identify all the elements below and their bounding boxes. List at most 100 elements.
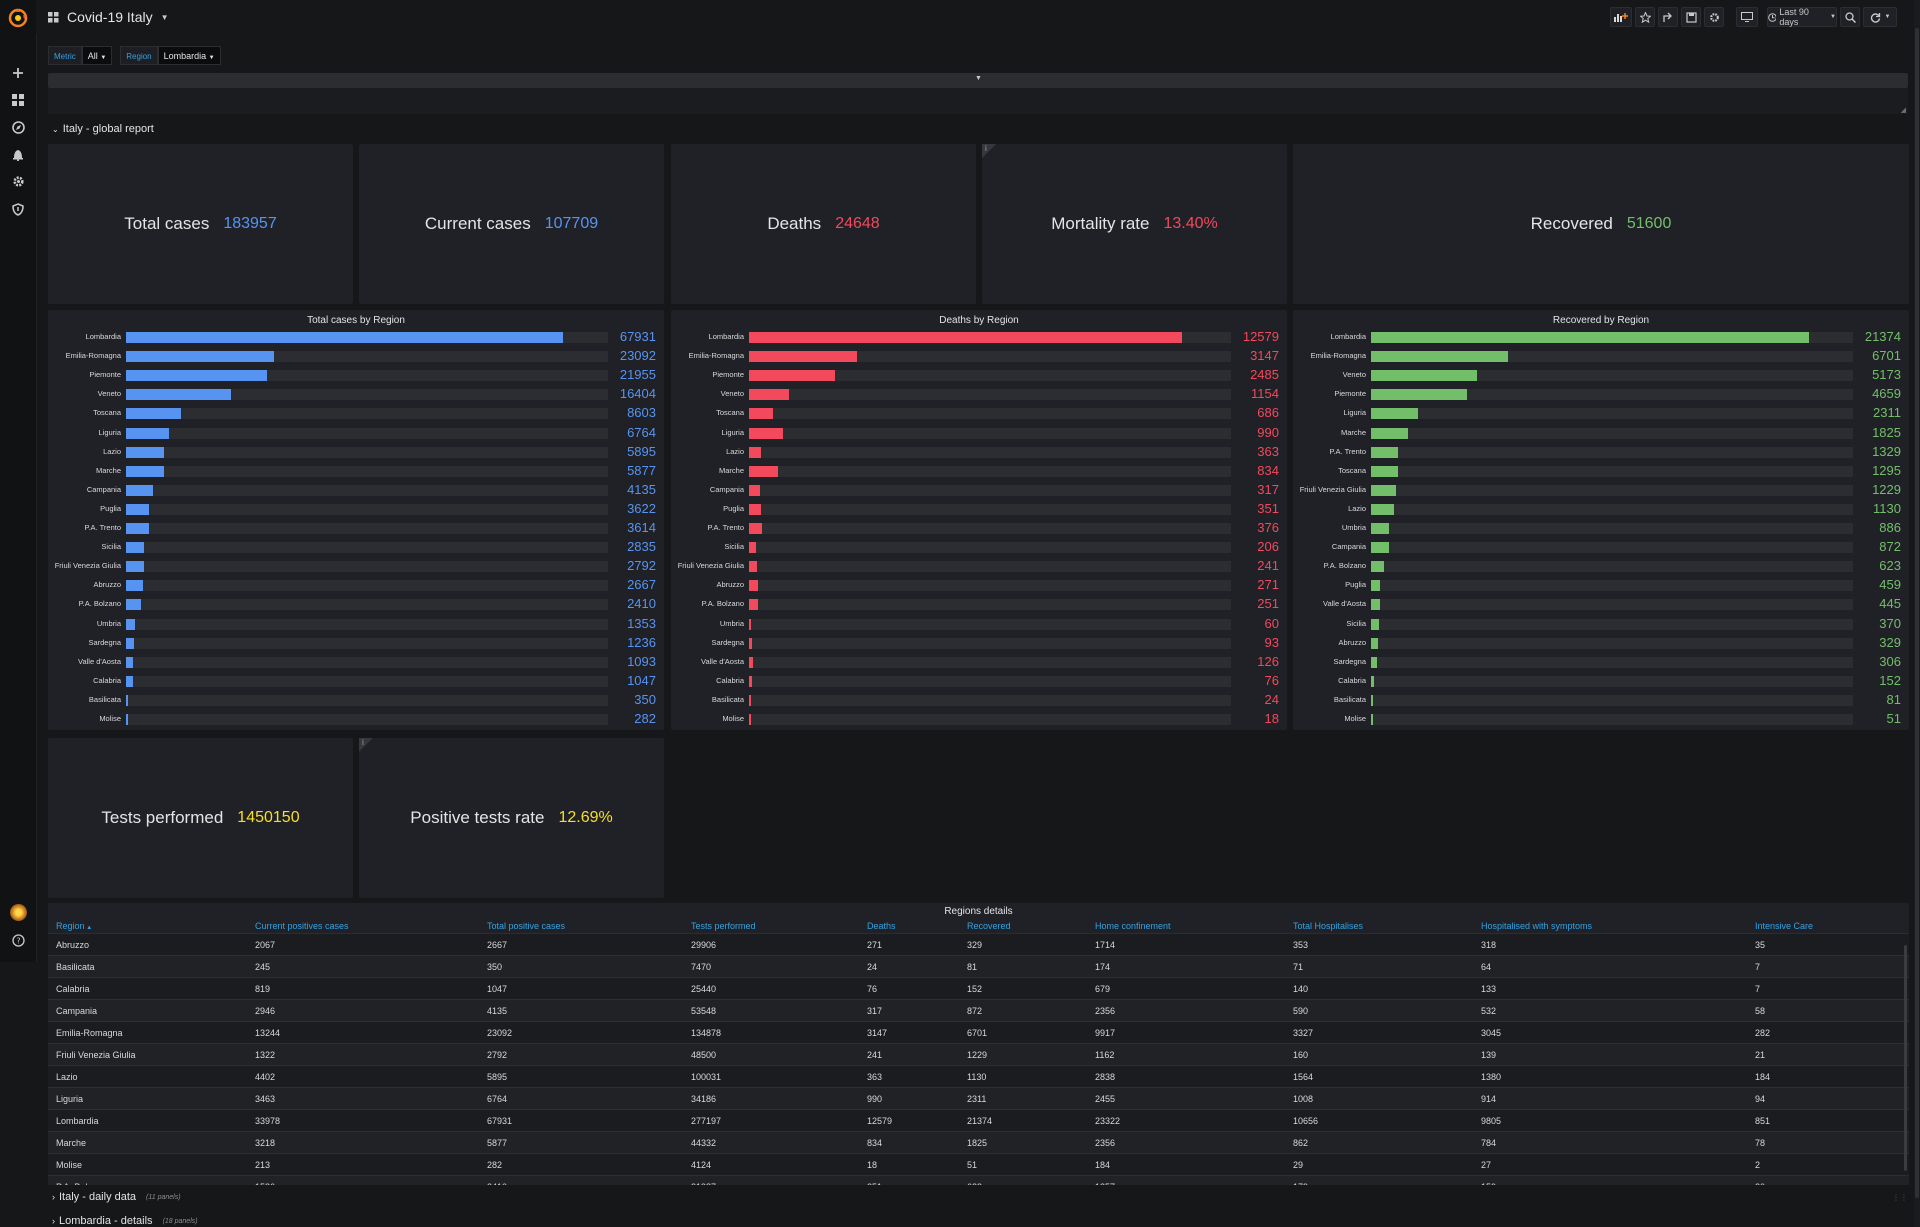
column-header-label: Intensive Care: [1755, 921, 1814, 931]
bar-value: 76: [1264, 672, 1279, 688]
table-cell: 1008: [1285, 1087, 1473, 1110]
star-button[interactable]: [1635, 7, 1655, 27]
table-cell: 2792: [479, 1043, 683, 1066]
bar-track: [1371, 561, 1853, 573]
bar-label: Piemonte: [1334, 389, 1366, 399]
table-cell: 1825: [959, 1131, 1087, 1154]
settings-button[interactable]: [1704, 7, 1724, 27]
bar: [749, 561, 758, 573]
user-avatar[interactable]: [10, 904, 27, 921]
column-header[interactable]: Current positives cases: [247, 919, 479, 934]
table-cell: 184: [1087, 1153, 1285, 1176]
resize-handle-icon[interactable]: ◢: [1900, 107, 1906, 114]
refresh-button[interactable]: ▼: [1863, 7, 1897, 27]
bar-value: 16404: [619, 386, 656, 402]
dashboard-picker[interactable]: Covid-19 Italy ▼: [48, 9, 169, 25]
collapsed-panel-header[interactable]: ▼: [48, 73, 1908, 88]
row-italy-daily-data[interactable]: › Italy - daily data (11 panels) ⋮⋮: [52, 1191, 1908, 1203]
bar: [749, 523, 762, 534]
column-header[interactable]: Total positive cases: [479, 919, 683, 934]
svg-text:?: ?: [16, 936, 20, 945]
info-corner-icon[interactable]: i: [982, 144, 996, 158]
dashboards-icon[interactable]: [0, 89, 36, 111]
bar-row: Sardegna 306: [1293, 654, 1909, 669]
column-header[interactable]: Intensive Care: [1747, 919, 1909, 934]
bar-label: Abruzzo: [93, 580, 121, 590]
bar: [749, 694, 751, 706]
share-button[interactable]: [1658, 7, 1678, 27]
bar: [1371, 523, 1390, 534]
column-header[interactable]: Region ▲: [48, 919, 247, 934]
table-cell: 834: [859, 1131, 959, 1154]
help-question-icon[interactable]: ?: [0, 929, 36, 951]
bar-label: Sardegna: [711, 637, 744, 647]
table-cell: 3327: [1285, 1021, 1473, 1044]
column-header[interactable]: Total Hospitalises: [1285, 919, 1473, 934]
explore-compass-icon[interactable]: [0, 116, 36, 138]
column-header[interactable]: Home confinement: [1087, 919, 1285, 934]
table-cell: 1380: [1473, 1065, 1747, 1088]
column-header[interactable]: Recovered: [959, 919, 1087, 934]
bar: [1371, 446, 1399, 458]
bar-track: [126, 427, 608, 439]
bar-label: Piemonte: [712, 370, 744, 380]
stat-label: Recovered: [1530, 214, 1613, 233]
bar-value: 206: [1257, 539, 1279, 555]
column-header[interactable]: Tests performed: [683, 919, 859, 934]
time-picker-button[interactable]: Last 90 days ▼: [1767, 7, 1837, 27]
page-scrollbar[interactable]: [1914, 0, 1920, 1227]
bar-label: Lombardia: [1330, 332, 1366, 341]
row-italy-global-report[interactable]: ⌄ Italy - global report: [52, 123, 154, 135]
server-admin-shield-icon[interactable]: [0, 198, 36, 220]
add-panel-button[interactable]: [1610, 7, 1632, 27]
bar: [749, 408, 773, 420]
create-plus-icon[interactable]: [0, 62, 36, 84]
bar-row: Valle d'Aosta 445: [1293, 597, 1909, 611]
panel-title: Total cases by Region: [307, 315, 405, 326]
table-row: Calabria 819 1047 25440 76 152 679 140 133 7: [48, 977, 1909, 1000]
table-cell: 2455: [1087, 1087, 1285, 1110]
bar-track: [1371, 503, 1853, 515]
column-header[interactable]: Deaths: [859, 919, 959, 934]
tv-mode-button[interactable]: [1736, 7, 1758, 27]
bar-value: 872: [1879, 539, 1901, 555]
table-cell: 2067: [247, 933, 479, 956]
chevron-down-icon: ▼: [1884, 14, 1891, 20]
bar-label: P.A. Bolzano: [78, 599, 121, 609]
table-cell: 623: [959, 1175, 1087, 1185]
table-cell: 1357: [1087, 1175, 1285, 1185]
table-cell: 363: [859, 1065, 959, 1088]
bar: [126, 446, 164, 458]
save-button[interactable]: [1681, 7, 1701, 27]
bar-track: [126, 637, 608, 649]
configuration-gear-icon[interactable]: [0, 170, 36, 192]
table-cell: 134878: [683, 1021, 859, 1044]
variable-select-metric[interactable]: All ▼: [81, 46, 113, 65]
table-cell: 21374: [959, 1109, 1087, 1132]
table-cell: 100031: [683, 1065, 859, 1088]
table-scrollbar[interactable]: [1904, 945, 1907, 1171]
bar-label: Sardegna: [1333, 656, 1366, 666]
table-cell: 784: [1473, 1131, 1747, 1154]
grafana-logo-icon[interactable]: [0, 6, 36, 30]
add-panel-icon: [1614, 13, 1628, 22]
info-corner-icon[interactable]: i: [359, 738, 373, 752]
bar-track: [749, 637, 1231, 649]
page-scrollbar-thumb[interactable]: [1915, 28, 1919, 1198]
table-cell: 1564: [1285, 1065, 1473, 1088]
top-navbar: Covid-19 Italy ▼ Last 90 days ▼ ▼: [36, 0, 1920, 34]
bar-track: [126, 389, 608, 401]
drag-handle-icon[interactable]: ⋮⋮: [1892, 1192, 1908, 1202]
bar: [749, 714, 751, 725]
bar: [749, 389, 789, 401]
variable-select-region[interactable]: Lombardia ▼: [157, 46, 221, 65]
bar-track: [126, 561, 608, 573]
bar-track: [749, 656, 1231, 668]
zoom-out-button[interactable]: [1840, 7, 1860, 27]
bar-value: 1130: [1873, 500, 1901, 516]
table-cell: 1536: [247, 1175, 479, 1185]
column-header[interactable]: Hospitalised with symptoms: [1473, 919, 1747, 934]
table-row: Friuli Venezia Giulia 1322 2792 48500 241 122…: [48, 1043, 1909, 1066]
row-lombardia-details[interactable]: › Lombardia - details (18 panels): [52, 1215, 198, 1227]
alerting-bell-icon[interactable]: [0, 143, 36, 165]
